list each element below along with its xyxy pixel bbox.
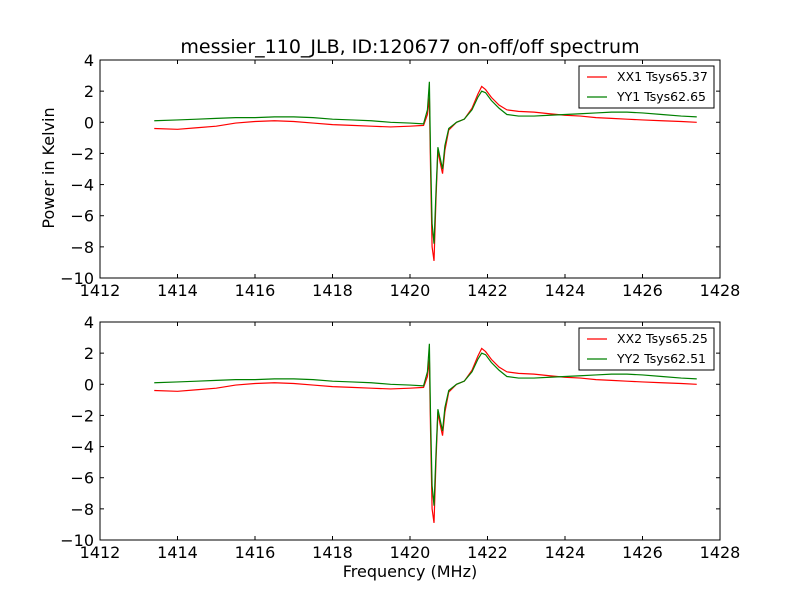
bottom-legend-label-2: YY2 Tsys62.51 — [616, 351, 706, 366]
bottom-y-tick-label: 2 — [84, 344, 94, 363]
bottom-y-tick-label: −8 — [70, 500, 94, 519]
bottom-legend-label-1: XX2 Tsys65.25 — [617, 331, 708, 346]
top-legend-box — [578, 65, 715, 109]
top-legend: XX1 Tsys65.37 YY1 Tsys62.65 — [578, 65, 715, 109]
x-axis-title: Frequency (MHz) — [343, 562, 477, 581]
top-y-tick-label: −10 — [60, 269, 94, 288]
top-x-tick-label: 1426 — [622, 281, 663, 300]
top-spectrum-panel: 1412 1414 1416 1418 1420 1422 1424 1426 1428 4 2 0 −… — [60, 51, 740, 300]
top-y-tick-label: −2 — [70, 144, 94, 163]
bottom-series-line-2 — [154, 343, 697, 506]
bottom-x-tick-label: 1412 — [80, 543, 121, 562]
top-x-tick-label: 1420 — [390, 281, 431, 300]
bottom-y-tick-label: −6 — [70, 469, 94, 488]
bottom-x-tick-label: 1428 — [700, 543, 741, 562]
bottom-y-tick-label: 0 — [84, 375, 94, 394]
top-x-tick-label: 1412 — [80, 281, 121, 300]
top-legend-label-1: XX1 Tsys65.37 — [617, 69, 708, 84]
y-axis-title: Power in Kelvin — [39, 107, 58, 228]
top-series-line-2 — [154, 81, 697, 244]
top-x-tick-label: 1422 — [467, 281, 508, 300]
bottom-x-tick-label: 1414 — [157, 543, 198, 562]
bottom-x-tick-label: 1426 — [622, 543, 663, 562]
bottom-x-tick-label: 1416 — [235, 543, 276, 562]
bottom-x-tick-label: 1418 — [312, 543, 353, 562]
bottom-x-tick-label: 1424 — [545, 543, 586, 562]
top-x-tick-label: 1424 — [545, 281, 586, 300]
top-y-tick-label: −8 — [70, 238, 94, 257]
top-y-tick-label: −4 — [70, 176, 94, 195]
top-y-tick-label: 0 — [84, 113, 94, 132]
top-x-tick-label: 1428 — [700, 281, 741, 300]
bottom-y-tick-label: −4 — [70, 438, 94, 457]
top-legend-label-2: YY1 Tsys62.65 — [616, 89, 706, 104]
top-x-tick-label: 1418 — [312, 281, 353, 300]
top-series-line-1 — [154, 85, 697, 261]
top-y-tick-label: −6 — [70, 207, 94, 226]
bottom-x-tick-label: 1420 — [390, 543, 431, 562]
bottom-series-line-1 — [154, 347, 697, 523]
bottom-y-tick-label: −10 — [60, 531, 94, 550]
bottom-x-tick-label: 1422 — [467, 543, 508, 562]
top-y-tick-label: 2 — [84, 82, 94, 101]
top-x-tick-label: 1416 — [235, 281, 276, 300]
bottom-legend: XX2 Tsys65.25 YY2 Tsys62.51 — [578, 327, 715, 371]
bottom-y-tick-label: −2 — [70, 406, 94, 425]
figure-title: messier_110_JLB, ID:120677 on-off/off sp… — [180, 36, 639, 58]
top-x-tick-label: 1414 — [157, 281, 198, 300]
bottom-spectrum-panel: 1412 1414 1416 1418 1420 1422 1424 1426 1428 4 2 0 −… — [60, 313, 740, 562]
bottom-y-tick-label: 4 — [84, 313, 94, 332]
top-y-tick-label: 4 — [84, 51, 94, 70]
bottom-legend-box — [578, 327, 715, 371]
